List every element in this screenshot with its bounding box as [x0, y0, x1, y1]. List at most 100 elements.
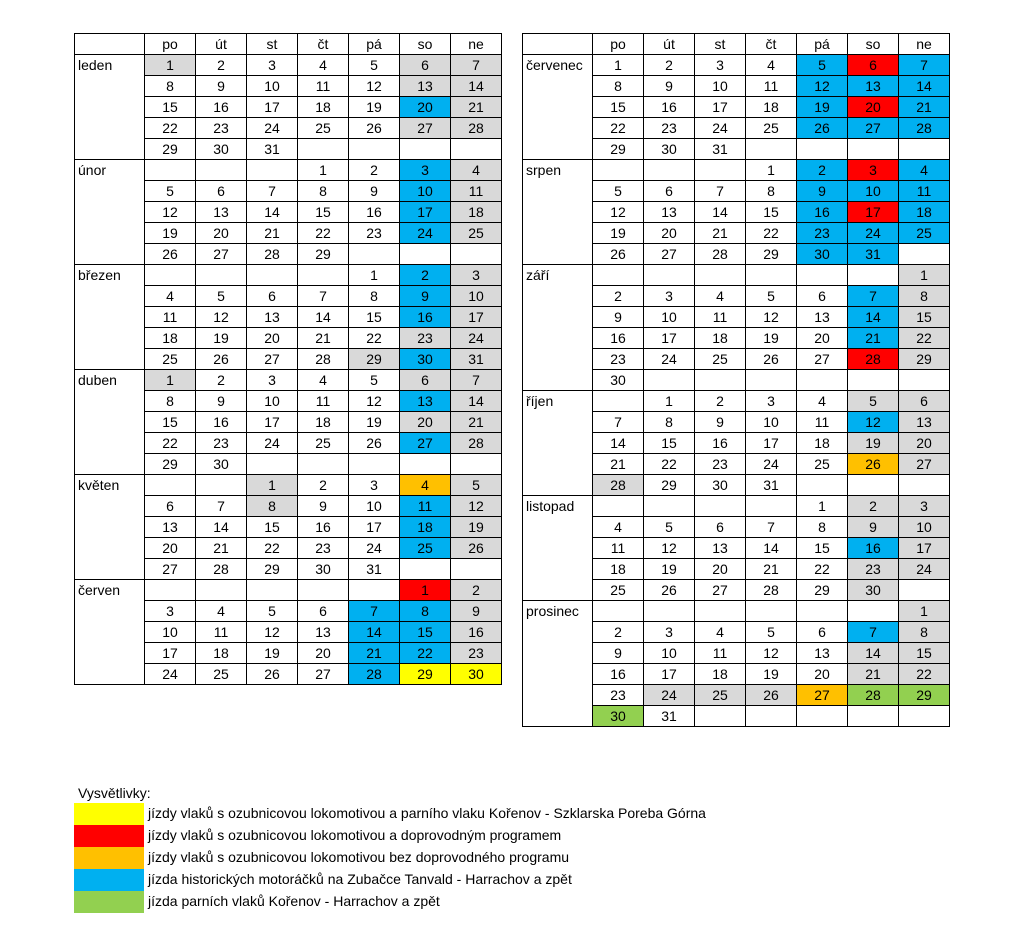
- day-cell: 19: [450, 516, 502, 538]
- day-cell: 20: [195, 222, 247, 244]
- week-row: 12 13 14 15 16 17 18: [74, 201, 502, 223]
- legend-text: jízda historických motoráčků na Zubačce …: [148, 871, 572, 887]
- day-cell: 8: [297, 180, 349, 202]
- month-label-cell: [74, 663, 145, 685]
- day-cell: 19: [592, 222, 644, 244]
- empty-day-cell: [450, 558, 502, 580]
- day-cell: 2: [195, 369, 247, 391]
- day-cell: 1: [745, 159, 797, 181]
- day-cell: 6: [796, 285, 848, 307]
- month-label-cell: [74, 348, 145, 370]
- day-cell: 26: [592, 243, 644, 265]
- day-cell: 8: [246, 495, 298, 517]
- empty-day-cell: [796, 138, 848, 160]
- day-cell: 8: [144, 390, 196, 412]
- day-cell: 30: [643, 138, 695, 160]
- day-cell: 3: [246, 54, 298, 76]
- day-cell: 11: [195, 621, 247, 643]
- day-cell: 4: [796, 390, 848, 412]
- legend-text: jízdy vlaků s ozubnicovou lokomotivou a …: [148, 805, 706, 821]
- legend-text: jízdy vlaků s ozubnicovou lokomotivou a …: [148, 827, 562, 843]
- day-header: pá: [348, 33, 400, 55]
- day-cell: 18: [592, 558, 644, 580]
- day-cell: 28: [195, 558, 247, 580]
- empty-day-cell: [348, 579, 400, 601]
- empty-day-cell: [144, 474, 196, 496]
- day-cell: 15: [592, 96, 644, 118]
- day-cell: 29: [144, 138, 196, 160]
- empty-day-cell: [694, 159, 746, 181]
- day-cell: 17: [643, 327, 695, 349]
- empty-day-cell: [745, 600, 797, 622]
- day-cell: 11: [898, 180, 950, 202]
- week-row: 4 5 6 7 8 9 10: [74, 285, 502, 307]
- day-cell: 10: [643, 306, 695, 328]
- day-cell: 26: [847, 453, 899, 475]
- month-label-cell: [74, 600, 145, 622]
- month-label-cell: [74, 621, 145, 643]
- day-cell: 17: [348, 516, 400, 538]
- day-cell: 14: [592, 432, 644, 454]
- day-cell: 13: [898, 411, 950, 433]
- day-cell: 10: [144, 621, 196, 643]
- day-cell: 9: [195, 75, 247, 97]
- day-cell: 27: [898, 453, 950, 475]
- empty-day-cell: [450, 453, 502, 475]
- day-cell: 4: [144, 285, 196, 307]
- week-row: duben 1 2 3 4 5 6 7: [74, 369, 502, 391]
- week-row: 20 21 22 23 24 25 26: [74, 537, 502, 559]
- day-cell: 9: [643, 75, 695, 97]
- day-cell: 29: [399, 663, 451, 685]
- day-cell: 19: [348, 411, 400, 433]
- week-row: 27 28 29 30 31: [74, 558, 502, 580]
- week-row: 15 16 17 18 19 20 21: [522, 96, 950, 118]
- month-label-cell: [74, 411, 145, 433]
- week-row: březen 1 2 3: [74, 264, 502, 286]
- day-cell: 23: [592, 684, 644, 706]
- day-cell: 7: [246, 180, 298, 202]
- day-cell: 22: [144, 432, 196, 454]
- day-cell: 7: [195, 495, 247, 517]
- day-cell: 31: [450, 348, 502, 370]
- empty-day-cell: [745, 264, 797, 286]
- day-cell: 27: [847, 117, 899, 139]
- empty-day-cell: [898, 138, 950, 160]
- day-cell: 17: [847, 201, 899, 223]
- day-cell: 26: [745, 348, 797, 370]
- day-cell: 30: [297, 558, 349, 580]
- day-cell: 17: [745, 432, 797, 454]
- day-cell: 28: [898, 117, 950, 139]
- day-cell: 15: [796, 537, 848, 559]
- day-cell: 5: [592, 180, 644, 202]
- day-cell: 27: [796, 348, 848, 370]
- day-cell: 4: [297, 369, 349, 391]
- empty-day-cell: [195, 264, 247, 286]
- day-cell: 24: [643, 348, 695, 370]
- day-cell: 11: [297, 75, 349, 97]
- day-cell: 14: [898, 75, 950, 97]
- day-cell: 17: [898, 537, 950, 559]
- day-cell: 21: [297, 327, 349, 349]
- calendar-body: po út st čt pá so ne leden 1 2 3 4 5 6 7 8 9 10 11 12 13 14 15…: [74, 33, 502, 685]
- day-header: út: [643, 33, 695, 55]
- day-cell: 8: [144, 75, 196, 97]
- day-cell: 21: [450, 96, 502, 118]
- day-cell: 31: [643, 705, 695, 727]
- day-cell: 14: [847, 642, 899, 664]
- day-cell: 12: [796, 75, 848, 97]
- day-cell: 15: [898, 306, 950, 328]
- week-row: 19 20 21 22 23 24 25: [74, 222, 502, 244]
- day-cell: 3: [246, 369, 298, 391]
- month-label-cell: [74, 222, 145, 244]
- day-cell: 1: [898, 600, 950, 622]
- day-cell: 14: [450, 390, 502, 412]
- day-cell: 11: [399, 495, 451, 517]
- day-cell: 15: [745, 201, 797, 223]
- legend-swatch: [74, 847, 144, 869]
- month-label-cell: [74, 306, 145, 328]
- day-cell: 20: [694, 558, 746, 580]
- day-cell: 9: [399, 285, 451, 307]
- calendar-second-half: po út st čt pá so ne červenec 1 2 3 4 5 6 7 8 9 10 11 12 13 1…: [522, 33, 950, 727]
- day-cell: 11: [450, 180, 502, 202]
- day-cell: 30: [195, 138, 247, 160]
